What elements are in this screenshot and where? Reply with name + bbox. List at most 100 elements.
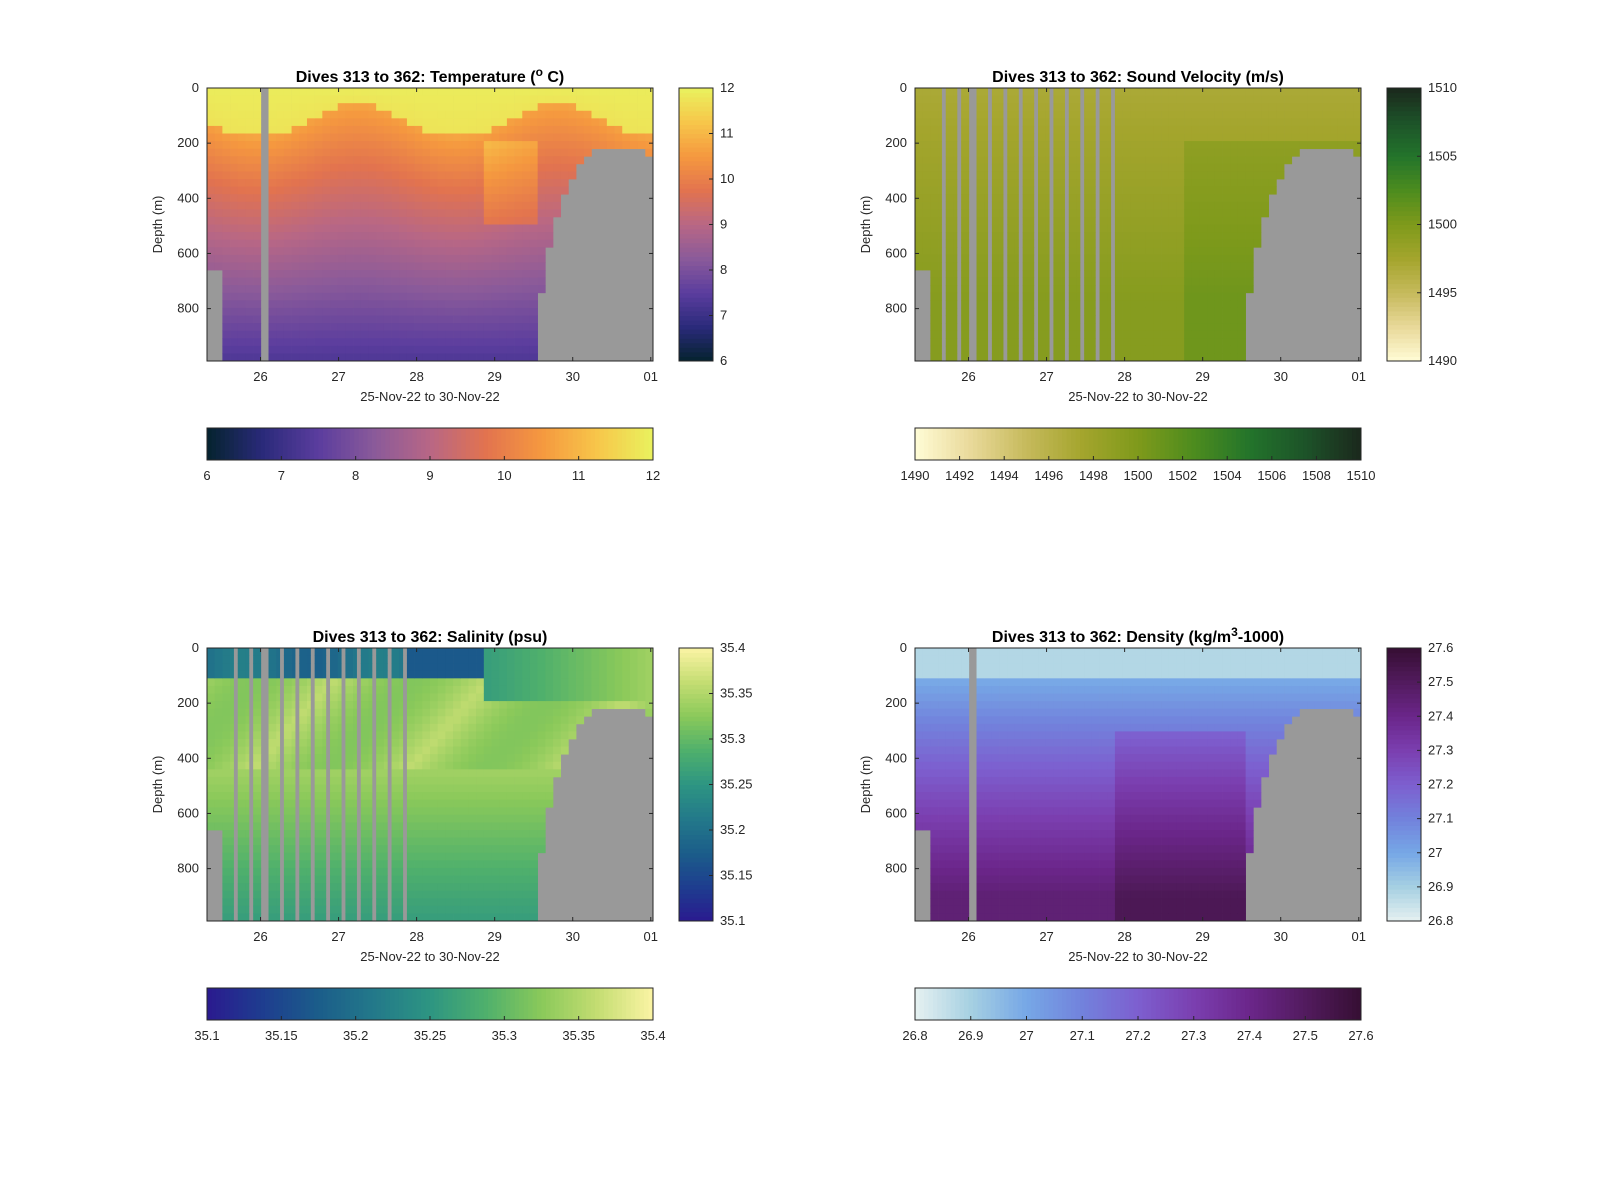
heatmap-cell	[529, 88, 538, 96]
heatmap-cell	[222, 216, 231, 225]
heatmap-cell	[1230, 330, 1239, 339]
heatmap-cell	[1053, 133, 1062, 142]
heatmap-cell	[453, 685, 462, 694]
heatmap-cell	[491, 110, 500, 119]
colorbar-segment	[1146, 428, 1152, 460]
heatmap-cell	[1107, 186, 1112, 195]
heatmap-cell	[383, 277, 392, 286]
heatmap-cell	[1130, 118, 1139, 127]
heatmap-cell	[1330, 141, 1339, 150]
heatmap-cell	[276, 88, 285, 96]
heatmap-cell	[1230, 171, 1239, 180]
heatmap-cell	[483, 277, 492, 286]
heatmap-cell	[445, 239, 454, 248]
heatmap-cell	[645, 141, 654, 150]
heatmap-cell	[422, 216, 431, 225]
heatmap-cell	[1061, 171, 1065, 180]
heatmap-cell	[1122, 163, 1131, 172]
heatmap-cell	[253, 837, 262, 846]
heatmap-cell	[299, 670, 308, 679]
heatmap-cell	[422, 663, 431, 672]
heatmap-cell	[476, 232, 485, 241]
heatmap-cell	[1261, 88, 1270, 96]
heatmap-cell	[337, 693, 342, 702]
heatmap-cell	[553, 194, 562, 203]
heatmap-cell	[583, 133, 592, 142]
colorbar-segment	[923, 428, 929, 460]
heatmap-cell	[1199, 307, 1208, 316]
heatmap-cell	[984, 156, 989, 165]
heatmap-cell	[529, 300, 538, 309]
colorbar-segment	[1097, 428, 1103, 460]
heatmap-cell	[437, 784, 446, 793]
heatmap-cell	[915, 148, 923, 157]
heatmap-cell	[376, 852, 385, 861]
heatmap-cell	[453, 648, 462, 656]
heatmap-cell	[345, 670, 354, 679]
heatmap-cell	[214, 693, 223, 702]
heatmap-cell	[629, 95, 638, 104]
heatmap-cell	[999, 224, 1004, 233]
heatmap-cell	[406, 860, 415, 869]
heatmap-cell	[1091, 95, 1096, 104]
heatmap-cell	[1199, 125, 1208, 134]
heatmap-cell	[1130, 186, 1139, 195]
heatmap-cell	[1176, 148, 1185, 157]
heatmap-cell	[322, 307, 331, 316]
heatmap-cell	[945, 209, 954, 218]
heatmap-cell	[322, 792, 327, 801]
heatmap-cell	[253, 285, 262, 294]
colorbar-segment	[1267, 428, 1273, 460]
heatmap-cell	[1176, 254, 1185, 263]
heatmap-cell	[1230, 148, 1239, 157]
heatmap-cell	[345, 103, 354, 112]
heatmap-cell	[253, 701, 262, 710]
heatmap-cell	[237, 852, 246, 861]
heatmap-cell	[1099, 262, 1108, 271]
heatmap-cell	[1084, 209, 1093, 218]
heatmap-cell	[368, 731, 373, 740]
heatmap-cell	[306, 209, 315, 218]
heatmap-cell	[1122, 125, 1131, 134]
heatmap-cell	[514, 194, 523, 203]
colorbar-segment	[1387, 224, 1421, 230]
heatmap-cell	[222, 292, 231, 301]
heatmap-cell	[1076, 232, 1081, 241]
heatmap-cell	[322, 822, 327, 831]
heatmap-cell	[245, 224, 254, 233]
heatmap-cell	[1061, 315, 1065, 324]
heatmap-cell	[1061, 262, 1065, 271]
heatmap-cell	[299, 141, 308, 150]
heatmap-cell	[1207, 353, 1216, 362]
colorbar-segment	[1387, 256, 1421, 262]
heatmap-cell	[976, 179, 985, 187]
heatmap-cell	[499, 345, 508, 354]
heatmap-cell	[915, 224, 923, 233]
heatmap-cell	[376, 845, 385, 854]
heatmap-cell	[1153, 201, 1162, 210]
heatmap-cell	[1184, 315, 1193, 324]
heatmap-cell	[306, 292, 315, 301]
heatmap-cell	[1114, 345, 1123, 354]
colorbar-segment	[679, 224, 713, 230]
heatmap-cell	[376, 277, 385, 286]
heatmap-cell	[930, 292, 939, 301]
heatmap-cell	[1207, 270, 1216, 278]
heatmap-cell	[360, 784, 369, 793]
heatmap-cell	[553, 171, 562, 180]
colorbar-segment	[1387, 215, 1421, 221]
heatmap-cell	[368, 890, 373, 899]
colorbar-segment	[1387, 206, 1421, 212]
heatmap-cell	[445, 769, 454, 778]
heatmap-cell	[314, 277, 323, 286]
heatmap-cell	[445, 300, 454, 309]
colorbar-segment	[621, 428, 627, 460]
heatmap-cell	[399, 731, 404, 740]
colorbar-segment	[679, 310, 713, 316]
colorbar-segment	[1387, 351, 1421, 357]
heatmap-cell	[1161, 103, 1170, 112]
heatmap-cell	[291, 194, 300, 203]
heatmap-cell	[991, 345, 1000, 354]
heatmap-cell	[1268, 148, 1277, 157]
heatmap-cell	[1091, 353, 1096, 362]
